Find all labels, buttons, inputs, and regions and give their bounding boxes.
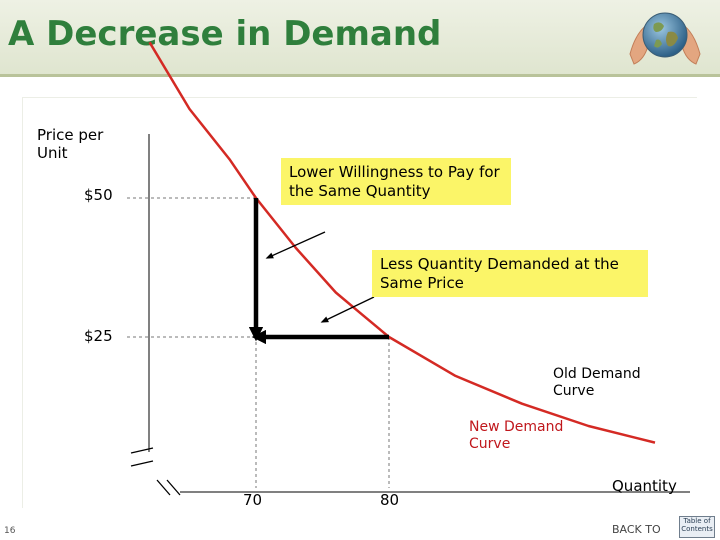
old-demand-curve xyxy=(148,41,656,444)
x-axis-break-mark xyxy=(166,479,181,496)
y-axis-label: Price per Unit xyxy=(37,126,104,162)
willingness-callout: Lower Willingness to Pay for the Same Qu… xyxy=(281,158,511,205)
curve-layer xyxy=(148,41,656,444)
page-number: 16 xyxy=(4,526,16,536)
y-tick-label: $25 xyxy=(84,327,113,345)
page-title: A Decrease in Demand xyxy=(8,14,442,54)
quantity-pointer xyxy=(320,296,375,323)
y-tick-label: $50 xyxy=(84,186,113,204)
quantity-callout: Less Quantity Demanded at the Same Price xyxy=(372,250,648,297)
axes xyxy=(130,134,690,496)
old-curve-label: Old Demand Curve xyxy=(553,366,641,399)
globe-in-hands-logo xyxy=(629,12,701,65)
table-of-contents-button[interactable]: Table of Contents xyxy=(679,516,715,538)
header-divider xyxy=(0,74,720,77)
y-axis-break-mark xyxy=(130,460,154,467)
new-curve-label: New Demand Curve xyxy=(469,419,564,452)
willingness-pointer xyxy=(265,231,326,259)
header-band xyxy=(0,0,720,75)
x-tick-label: 80 xyxy=(380,491,400,509)
x-axis-break-mark xyxy=(156,479,171,496)
y-axis-break-mark xyxy=(130,447,154,454)
back-to-link[interactable]: BACK TO xyxy=(612,523,661,536)
arrow-layer xyxy=(248,198,389,345)
x-tick-label: 70 xyxy=(243,491,263,509)
x-axis-label: Quantity xyxy=(612,477,677,495)
